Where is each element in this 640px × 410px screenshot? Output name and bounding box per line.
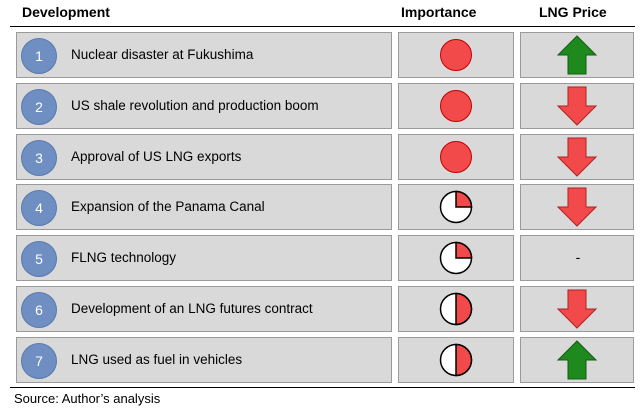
importance-cell [398,82,514,129]
arrow-up-icon [556,35,598,75]
importance-cell [398,336,514,383]
table-row: 5 FLNG technology - [0,235,640,282]
harvey-ball-icon [439,241,473,275]
development-text: LNG used as fuel in vehicles [71,351,243,367]
development-text: US shale revolution and production boom [71,97,319,113]
header-lng-price: LNG Price [539,4,607,20]
development-text: Expansion of the Panama Canal [71,199,265,215]
lng-price-cell [520,336,634,383]
arrow-down-icon [556,137,598,177]
header-development: Development [22,4,110,20]
table-row: 4 Expansion of the Panama Canal [0,184,640,231]
row-number-badge: 4 [21,190,57,227]
arrow-up-icon [556,340,598,380]
development-text: Approval of US LNG exports [71,148,242,164]
header-divider [10,26,635,27]
importance-cell [398,32,514,78]
arrow-down-icon [556,289,598,329]
lng-price-cell [520,286,634,332]
development-text: Nuclear disaster at Fukushima [71,47,254,62]
lng-price-cell [520,32,634,78]
lng-price-cell [520,133,634,180]
lng-price-cell [520,82,634,129]
table-row: 6 Development of an LNG futures contract [0,286,640,332]
importance-cell [398,133,514,180]
development-cell: 6 Development of an LNG futures contract [16,286,392,332]
development-cell: 4 Expansion of the Panama Canal [16,184,392,231]
bottom-divider [10,387,635,388]
arrow-down-icon [556,187,598,228]
harvey-ball-icon [440,89,472,122]
harvey-ball-icon [439,343,473,377]
row-number-badge: 2 [21,88,57,125]
arrow-down-icon [556,86,598,126]
harvey-ball-icon [440,39,472,71]
row-number-badge: 1 [21,38,57,74]
importance-cell [398,286,514,332]
row-number-badge: 7 [21,342,57,379]
importance-cell [398,235,514,282]
importance-cell [398,184,514,231]
header-importance: Importance [401,4,477,20]
row-number-badge: 3 [21,139,57,176]
table-row: 1 Nuclear disaster at Fukushima [0,32,640,78]
source-note: Source: Author’s analysis [14,391,161,406]
harvey-ball-icon [439,191,473,224]
table-row: 3 Approval of US LNG exports [0,133,640,180]
table-row: 7 LNG used as fuel in vehicles [0,336,640,383]
development-text: FLNG technology [71,250,177,266]
development-text: Development of an LNG futures contract [71,301,313,316]
development-cell: 2 US shale revolution and production boom [16,82,392,129]
row-number-badge: 6 [21,292,57,328]
development-cell: 7 LNG used as fuel in vehicles [16,336,392,383]
table-row: 2 US shale revolution and production boom [0,82,640,129]
development-cell: 3 Approval of US LNG exports [16,133,392,180]
harvey-ball-icon [439,292,473,326]
no-effect-dash: - [575,249,581,266]
development-cell: 1 Nuclear disaster at Fukushima [16,32,392,78]
harvey-ball-icon [440,140,472,173]
row-number-badge: 5 [21,241,57,278]
development-cell: 5 FLNG technology [16,235,392,282]
lng-price-cell [520,184,634,231]
lng-price-cell: - [520,235,634,282]
